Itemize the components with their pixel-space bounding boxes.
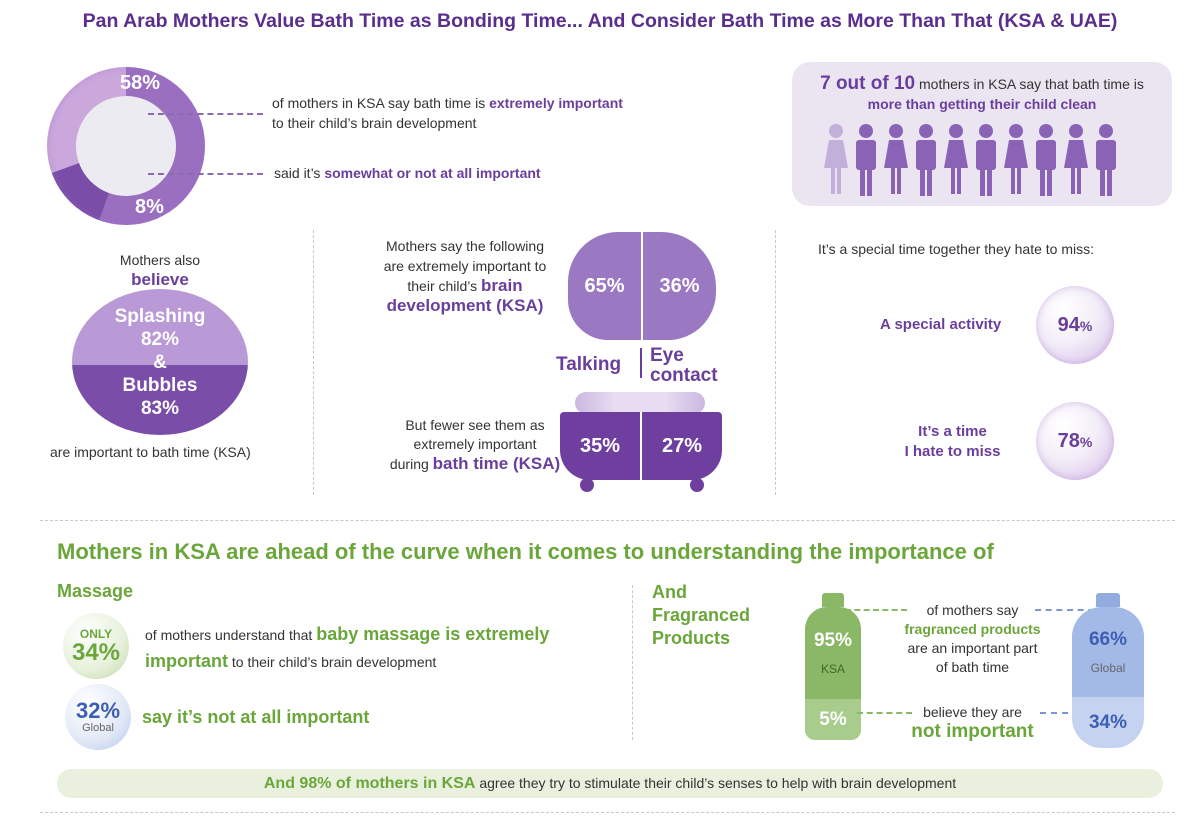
brain-icon: 65% 36% bbox=[568, 232, 716, 340]
page-title: Pan Arab Mothers Value Bath Time as Bond… bbox=[82, 10, 1118, 32]
male-person-icon bbox=[1034, 124, 1058, 196]
global-bottle: 66% Global 34% bbox=[1072, 593, 1144, 748]
ksa-bottle: 95% KSA 5% bbox=[805, 593, 861, 740]
ring-line1: of mothers in KSA say bath time is extre… bbox=[272, 95, 623, 131]
male-person-icon bbox=[854, 124, 878, 196]
people-box: 7 out of 10 mothers in KSA say that bath… bbox=[792, 62, 1172, 206]
special-item1: A special activity bbox=[880, 316, 1002, 333]
fragrance-text: of mothers say fragranced products are an … bbox=[904, 602, 1041, 675]
bathtub-icon: 35% 27% bbox=[560, 412, 722, 480]
female-person-icon bbox=[944, 124, 968, 196]
footer-banner: And 98% of mothers in KSA agree they try… bbox=[57, 769, 1163, 798]
bath-eye-value: 27% bbox=[661, 434, 703, 457]
fragrance-title: And Fragranced Products bbox=[652, 582, 751, 648]
eye-contact-label: Eye contact bbox=[650, 345, 718, 386]
brain-talking-value: 65% bbox=[568, 232, 643, 340]
female-person-icon bbox=[884, 124, 908, 196]
bath-talking-value: 35% bbox=[560, 412, 642, 480]
brain-eye-value: 36% bbox=[659, 274, 700, 297]
massage-title: Massage bbox=[57, 581, 134, 601]
bath-text: But fewer see them as extremely important… bbox=[389, 417, 561, 473]
brain-text: Mothers say the following are extremely i… bbox=[383, 238, 547, 315]
believe-footer: are important to bath time (KSA) bbox=[50, 444, 251, 460]
believe-intro: Mothers also believe bbox=[119, 252, 201, 289]
special-item2: It’s a time I hate to miss bbox=[904, 423, 1001, 460]
special-bubble-1: 94% bbox=[1036, 286, 1114, 364]
splash-bubble-circle: Splashing 82% & Bubbles 83% bbox=[72, 289, 248, 435]
female-person-icon bbox=[1004, 124, 1028, 196]
special-heading: It’s a special time together they hate t… bbox=[818, 241, 1094, 257]
massage-global-text: say it’s not at all important bbox=[142, 707, 370, 727]
talking-label: Talking bbox=[556, 354, 622, 375]
ring-top-value: 58% bbox=[120, 72, 161, 94]
massage-global-circle: 32% Global bbox=[65, 684, 131, 750]
ring-bottom-value: 8% bbox=[135, 196, 164, 218]
massage-ksa-circle: ONLY 34% bbox=[63, 613, 129, 679]
massage-text: of mothers understand that baby massage … bbox=[145, 624, 550, 671]
bubbles-decoration bbox=[575, 392, 705, 414]
special-bubble-2: 78% bbox=[1036, 402, 1114, 480]
male-person-icon bbox=[914, 124, 938, 196]
ring-line2: said it’s somewhat or not at all importa… bbox=[274, 165, 541, 181]
female-person-icon bbox=[824, 124, 848, 196]
importance-ring bbox=[47, 67, 205, 225]
male-person-icon bbox=[1094, 124, 1118, 196]
not-important-text: believe they are not important bbox=[911, 704, 1034, 742]
female-person-icon bbox=[1064, 124, 1088, 196]
section2-heading: Mothers in KSA are ahead of the curve wh… bbox=[57, 539, 994, 564]
male-person-icon bbox=[974, 124, 998, 196]
